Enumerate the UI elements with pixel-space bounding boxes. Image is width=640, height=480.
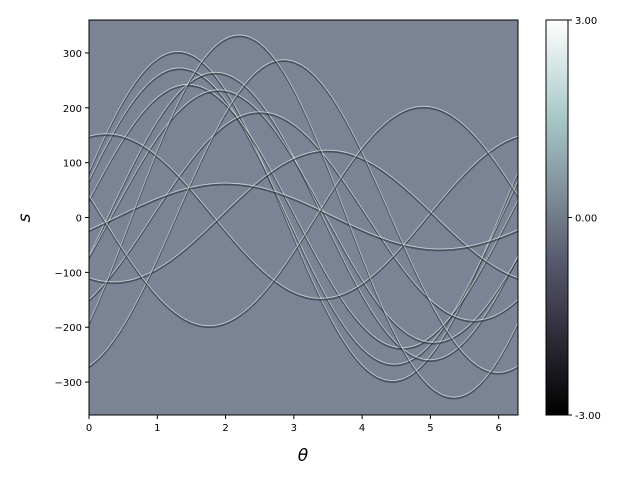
sinogram-curves [89,34,518,400]
x-tick-label: 4 [359,423,365,434]
sinogram-curve [89,133,518,299]
sinogram-curve [89,59,518,373]
colorbar: -3.00 0.00 3.00 [545,16,601,422]
x-tick-label: 0 [86,423,92,434]
sinogram-curve-shadow [89,112,518,323]
colorbar-tick-label: 3.00 [575,16,597,27]
colorbar-tick-label: -3.00 [575,411,601,422]
x-tick-label: 5 [427,423,433,434]
y-tick-label: −100 [55,268,82,279]
sinogram-curve [89,89,518,343]
sinogram-curve-shadow [89,60,518,375]
sinogram-curve [89,83,518,349]
y-tick-label: 300 [63,49,82,60]
x-axis-ticks: 0 1 2 3 4 5 6 [86,415,502,434]
sinogram-curve-shadow [89,35,518,400]
y-axis-ticks: −300 −200 −100 0 100 200 300 [55,49,89,389]
heatmap-background [89,20,518,415]
y-tick-label: 200 [63,104,82,115]
sinogram-curve-shadow [89,183,518,252]
y-tick-label: −300 [55,378,82,389]
y-tick-label: 100 [63,159,82,170]
x-tick-label: 2 [222,423,228,434]
sinogram-curve-shadow [89,107,518,328]
sinogram-curve [89,111,518,321]
x-tick-label: 3 [291,423,297,434]
sinogram-curve-shadow [89,68,518,367]
sinogram-curve-shadow [89,84,518,351]
sinogram-curve-shadow [89,150,518,285]
x-axis-label: θ [298,446,309,466]
x-tick-label: 6 [495,423,501,434]
sinogram-curve-shadow [89,134,518,301]
sinogram-curve [89,149,518,283]
y-tick-label: 0 [76,214,82,225]
sinogram-curve-shadow [89,90,518,345]
sinogram-curve-shadow [89,52,518,383]
colorbar-gradient [545,19,569,416]
colorbar-ticks: -3.00 0.00 3.00 [568,16,601,422]
x-tick-label: 1 [154,423,160,434]
colorbar-tick-label: 0.00 [575,214,597,225]
y-tick-label: −200 [55,323,82,334]
sinogram-curve [89,105,518,327]
plot-area [88,19,519,416]
y-axis-label: s [15,213,35,222]
sinogram-curve [89,182,518,250]
sinogram-curve [89,34,518,398]
